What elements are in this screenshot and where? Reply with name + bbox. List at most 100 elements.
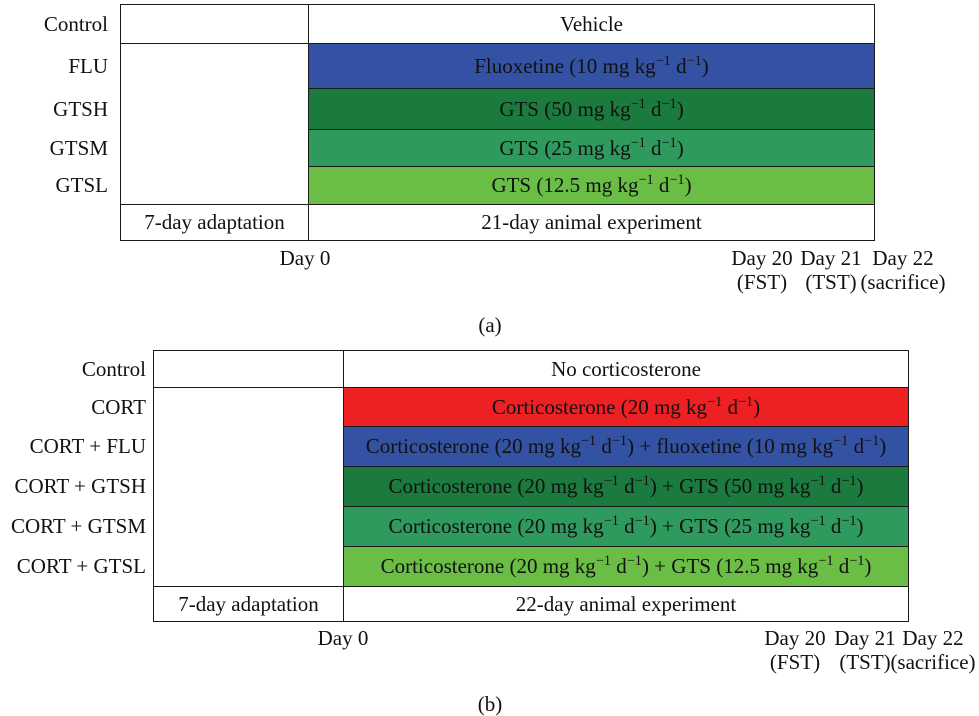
treatment-text: GTS (25 mg kg−1 d−1) bbox=[499, 136, 683, 161]
group-label-cort-gtsh: CORT + GTSH bbox=[14, 474, 146, 498]
test-label: (TST) bbox=[805, 270, 857, 294]
test-label: (FST) bbox=[736, 270, 788, 294]
exponent: −1 bbox=[669, 172, 685, 189]
treatment-cell-control: No corticosterone bbox=[343, 350, 909, 388]
panel-b: Control CORT CORT + FLU CORT + GTSH CORT… bbox=[0, 340, 979, 716]
treatment-text-part: d bbox=[825, 514, 842, 538]
adaptation-period-cell: 7-day adaptation bbox=[120, 204, 309, 241]
treatment-text: Corticosterone (20 mg kg−1 d−1) + fluoxe… bbox=[366, 434, 887, 459]
treatment-text-part: ) bbox=[676, 135, 684, 160]
treatment-text-part: d bbox=[722, 394, 738, 419]
group-label-gtsl: GTSL bbox=[55, 173, 109, 197]
treatment-text-part: d bbox=[825, 474, 842, 498]
exponent: −1 bbox=[833, 433, 849, 450]
treatment-cell-cort-gtsm: Corticosterone (20 mg kg−1 d−1) + GTS (2… bbox=[343, 506, 909, 547]
group-label-control: Control bbox=[81, 356, 146, 381]
exponent: −1 bbox=[737, 393, 754, 410]
treatment-text-part: d bbox=[618, 474, 635, 498]
treatment-text: GTS (12.5 mg kg−1 d−1) bbox=[491, 173, 691, 198]
treatment-text: Corticosterone (20 mg kg−1 d−1) + GTS (1… bbox=[381, 554, 872, 579]
treatment-text-part: GTS (12.5 mg kg bbox=[491, 173, 639, 197]
day-label: Day 21 bbox=[834, 626, 896, 650]
adaptation-period-label: 7-day adaptation bbox=[178, 591, 319, 616]
treatment-cell-gtsl: GTS (12.5 mg kg−1 d−1) bbox=[308, 166, 875, 205]
treatment-text-part: GTS (25 mg kg bbox=[499, 135, 631, 160]
experiment-period-label: 22-day animal experiment bbox=[515, 591, 737, 616]
group-label-cort-gtsl: CORT + GTSL bbox=[16, 554, 146, 578]
treatment-text: Fluoxetine (10 mg kg−1 d−1) bbox=[474, 54, 709, 79]
treatment-text-part: d bbox=[611, 554, 627, 578]
panel-caption: (b) bbox=[477, 692, 503, 716]
treatment-cell-cort-flu: Corticosterone (20 mg kg−1 d−1) + fluoxe… bbox=[343, 426, 909, 467]
exponent: −1 bbox=[864, 433, 880, 450]
treatment-cell-gtsm: GTS (25 mg kg−1 d−1) bbox=[308, 129, 875, 167]
exponent: −1 bbox=[707, 393, 723, 410]
exponent: −1 bbox=[630, 95, 646, 112]
treatment-text-part: d bbox=[848, 434, 865, 458]
treatment-text-part: Corticosterone (20 mg kg bbox=[380, 554, 596, 578]
exponent: −1 bbox=[661, 95, 677, 112]
treatment-text-part: d bbox=[645, 96, 662, 121]
exponent: −1 bbox=[818, 553, 834, 570]
treatment-text-part: ) bbox=[879, 434, 887, 458]
exponent: −1 bbox=[810, 473, 826, 490]
adaptation-cell-treated bbox=[120, 43, 309, 205]
exponent: −1 bbox=[686, 52, 702, 69]
adaptation-cell-control bbox=[120, 4, 309, 44]
experiment-period-cell: 22-day animal experiment bbox=[343, 586, 909, 622]
group-label-flu: FLU bbox=[68, 53, 108, 78]
exponent: −1 bbox=[661, 134, 677, 151]
treatment-text-part: d bbox=[833, 554, 850, 578]
day-label: Day 20 bbox=[731, 246, 793, 270]
treatment-text-part: d bbox=[670, 53, 687, 78]
treatment-text-part: Corticosterone (20 mg kg bbox=[388, 514, 604, 538]
day-label: Day 21 bbox=[800, 246, 862, 270]
day-22-marker: Day 22 (sacrifice) bbox=[888, 626, 978, 674]
treatment-cell-cort-gtsh: Corticosterone (20 mg kg−1 d−1) + GTS (5… bbox=[343, 466, 909, 507]
adaptation-period-label: 7-day adaptation bbox=[144, 210, 285, 234]
group-label-cort-flu: CORT + FLU bbox=[29, 434, 146, 458]
test-label: (FST) bbox=[769, 650, 821, 674]
exponent: −1 bbox=[841, 513, 857, 530]
test-label: (TST) bbox=[839, 650, 891, 674]
treatment-text: Corticosterone (20 mg kg−1 d−1) + GTS (5… bbox=[388, 474, 863, 499]
exponent: −1 bbox=[638, 172, 654, 189]
adaptation-period-cell: 7-day adaptation bbox=[153, 586, 344, 622]
day-0-marker: Day 0 bbox=[270, 246, 340, 270]
day-label: Day 0 bbox=[279, 246, 331, 270]
exponent: −1 bbox=[810, 513, 826, 530]
exponent: −1 bbox=[595, 553, 611, 570]
treatment-text-part: ) bbox=[864, 554, 872, 578]
exponent: −1 bbox=[634, 513, 650, 530]
treatment-text-part: ) bbox=[856, 474, 864, 498]
exponent: −1 bbox=[849, 553, 865, 570]
day-0-marker: Day 0 bbox=[308, 626, 378, 650]
treatment-text: Vehicle bbox=[560, 11, 623, 36]
treatment-text-part: ) bbox=[753, 394, 761, 419]
group-label-control: Control bbox=[43, 11, 108, 36]
exponent: −1 bbox=[634, 473, 650, 490]
panel-caption: (a) bbox=[478, 313, 502, 337]
treatment-text-part: Corticosterone (20 mg kg bbox=[388, 474, 604, 498]
treatment-text: No corticosterone bbox=[551, 356, 701, 381]
treatment-text-part: ) bbox=[856, 514, 864, 538]
group-label-gtsh: GTSH bbox=[53, 96, 108, 121]
group-label-cort: CORT bbox=[91, 394, 146, 419]
treatment-text-part: ) + GTS (50 mg kg bbox=[649, 474, 811, 498]
treatment-text-part: ) + GTS (12.5 mg kg bbox=[641, 554, 819, 578]
day-label: Day 22 bbox=[902, 626, 964, 650]
experiment-period-label: 21-day animal experiment bbox=[481, 210, 702, 234]
treatment-text-part: ) bbox=[684, 173, 692, 197]
group-label-gtsm: GTSM bbox=[49, 135, 108, 160]
treatment-text-part: ) bbox=[676, 96, 684, 121]
exponent: −1 bbox=[580, 433, 597, 450]
experiment-period-cell: 21-day animal experiment bbox=[308, 204, 875, 241]
exponent: −1 bbox=[630, 134, 646, 151]
day-22-marker: Day 22 (sacrifice) bbox=[858, 246, 948, 294]
treatment-text-part: d bbox=[645, 135, 662, 160]
panel-a: Control FLU GTSH GTSM GTSL Vehicle Fluox… bbox=[0, 0, 979, 340]
test-label: (sacrifice) bbox=[860, 270, 946, 294]
exponent: −1 bbox=[603, 513, 619, 530]
day-20-marker: Day 20 (FST) bbox=[761, 626, 829, 674]
treatment-text-part: d bbox=[618, 514, 635, 538]
